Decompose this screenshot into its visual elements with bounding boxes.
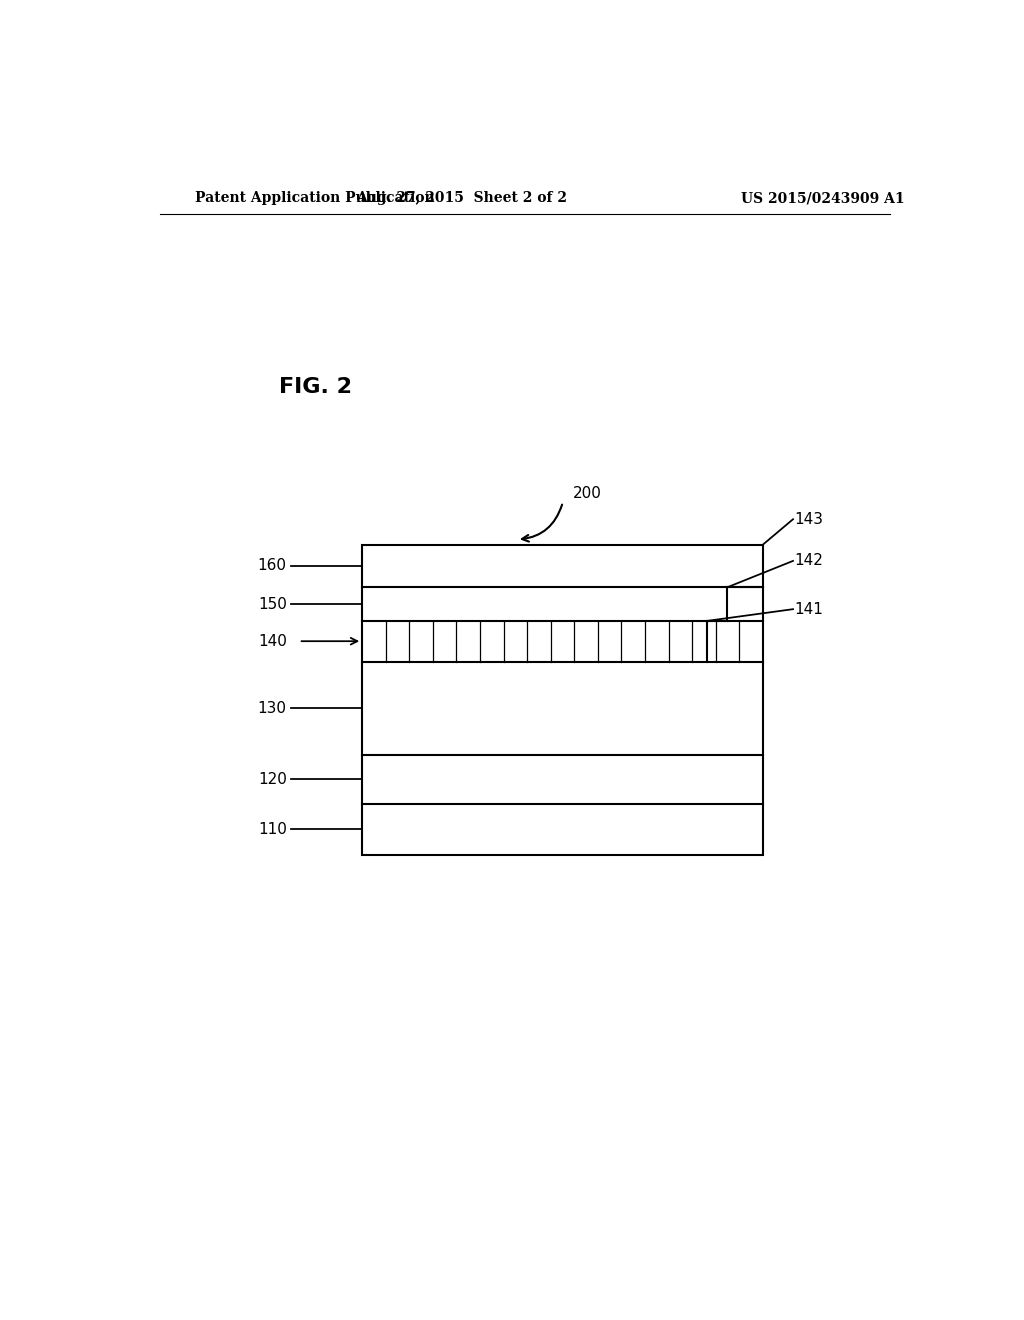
Text: 143: 143	[795, 512, 823, 527]
Text: 130: 130	[258, 701, 287, 715]
Text: Aug. 27, 2015  Sheet 2 of 2: Aug. 27, 2015 Sheet 2 of 2	[355, 191, 567, 205]
Text: 140: 140	[258, 634, 287, 648]
Text: 142: 142	[795, 553, 823, 569]
Text: 160: 160	[258, 558, 287, 573]
Text: 150: 150	[258, 597, 287, 611]
FancyArrowPatch shape	[522, 504, 562, 541]
Text: 141: 141	[795, 602, 823, 616]
Text: Patent Application Publication: Patent Application Publication	[196, 191, 435, 205]
Text: 110: 110	[258, 822, 287, 837]
Text: FIG. 2: FIG. 2	[279, 378, 352, 397]
Text: 120: 120	[258, 772, 287, 787]
Bar	[362, 545, 763, 854]
Text: 200: 200	[572, 486, 601, 502]
Text: US 2015/0243909 A1: US 2015/0243909 A1	[740, 191, 904, 205]
